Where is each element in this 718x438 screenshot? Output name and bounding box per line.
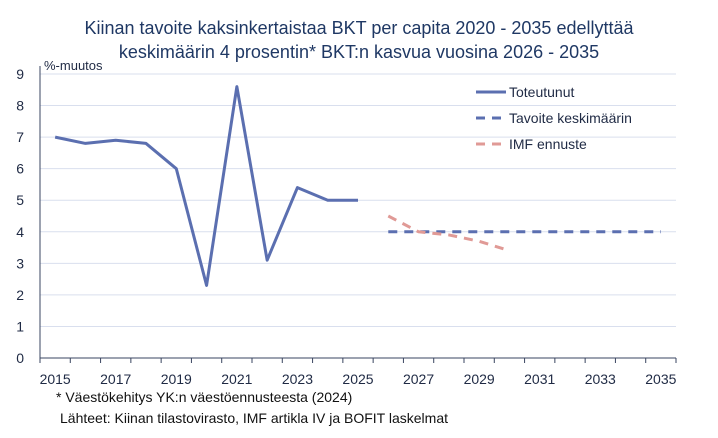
y-tick-label: 6 [16, 161, 24, 177]
x-tick-label: 2027 [403, 371, 434, 387]
x-tick-label: 2025 [342, 371, 373, 387]
x-tick-label: 2031 [524, 371, 555, 387]
y-tick-label: 7 [16, 129, 24, 145]
x-tick-label: 2033 [585, 371, 616, 387]
source-note: Lähteet: Kiinan tilastovirasto, IMF arti… [60, 410, 449, 426]
legend-label: Toteutunut [509, 84, 574, 100]
series-line-toteutunut [54, 85, 358, 287]
chart-title-line1: Kiinan tavoite kaksinkertaistaa BKT per … [84, 18, 634, 38]
x-tick-label: 2021 [221, 371, 252, 387]
x-tick-label: 2035 [645, 371, 676, 387]
legend-label: Tavoite keskimäärin [509, 110, 632, 126]
y-tick-label: 0 [16, 350, 24, 366]
x-tick-label: 2015 [40, 371, 71, 387]
y-tick-label: 2 [16, 287, 24, 303]
x-tick-label: 2029 [464, 371, 495, 387]
chart-title-line2: keskimäärin 4 prosentin* BKT:n kasvua vu… [118, 42, 600, 62]
y-tick-label: 4 [16, 224, 24, 240]
x-tick-label: 2017 [100, 371, 131, 387]
x-tick-label: 2019 [161, 371, 192, 387]
legend-label: IMF ennuste [509, 136, 587, 152]
x-tick-label: 2023 [282, 371, 313, 387]
footnote: * Väestökehitys YK:n väestöennusteesta (… [56, 389, 353, 405]
y-tick-label: 3 [16, 255, 24, 271]
y-tick-label: 1 [16, 318, 24, 334]
y-axis-label: %-muutos [44, 58, 103, 73]
y-tick-label: 5 [16, 192, 24, 208]
series-line-imf-ennuste [387, 214, 510, 253]
y-tick-label: 9 [16, 66, 24, 82]
y-tick-label: 8 [16, 98, 24, 114]
